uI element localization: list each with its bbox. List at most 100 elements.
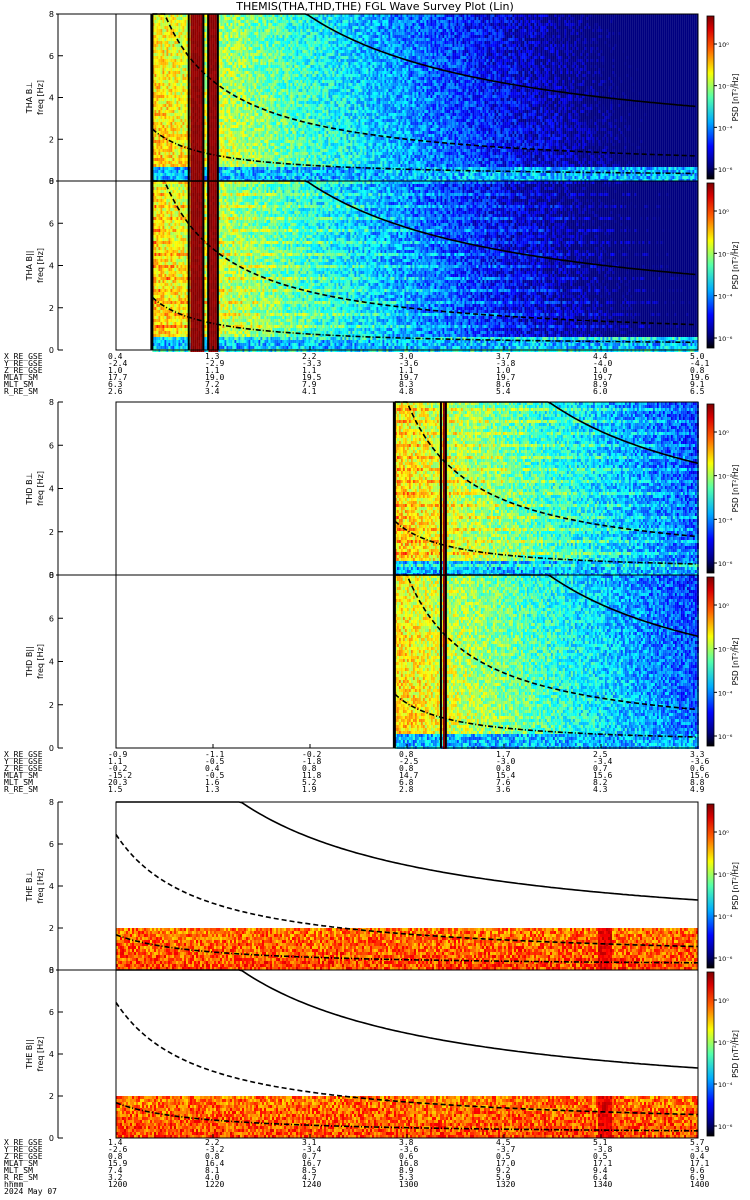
colorbar-tick-label: 10⁰ [718, 429, 729, 437]
gap-edge [440, 402, 442, 575]
freq-axis-label: freq [Hz] [36, 471, 45, 506]
panel-label: THA B⊥ [25, 82, 34, 114]
ephem-value: 1300 [399, 1181, 418, 1189]
freq-tick-label: 6 [49, 441, 54, 450]
spectrogram-cells-6 [116, 1096, 698, 1138]
ephem-value: 6.5 [690, 388, 704, 396]
colorbar-label: PSD [nT²/Hz] [731, 74, 740, 122]
freq-tick-label: 4 [49, 94, 54, 103]
freq-tick-label: 8 [49, 10, 54, 19]
freq-tick-label: 2 [49, 1092, 54, 1101]
freq-tick-label: 8 [49, 177, 54, 186]
colorbar-scale [707, 804, 714, 968]
colorbar-scale [707, 577, 714, 746]
ephem-value: 1320 [496, 1181, 515, 1189]
data-start-edge [150, 14, 153, 181]
colorbar-label: PSD [nT²/Hz] [731, 638, 740, 686]
freq-tick-label: 2 [49, 924, 54, 933]
ephem-value: 4.1 [302, 388, 316, 396]
ephem-value: 4.8 [399, 388, 413, 396]
colorbar-tick-label: 10⁰ [718, 829, 729, 837]
colorbar-label: PSD [nT²/Hz] [731, 465, 740, 513]
gap-edge [445, 402, 447, 575]
ephem-value: 1.5 [108, 786, 122, 794]
colorbar-tick-label: 10⁻⁶ [718, 560, 733, 568]
fce-line [116, 802, 698, 900]
freq-tick-label: 4 [49, 262, 54, 271]
colorbar-scale [707, 183, 714, 348]
colorbar-tick-label: 10⁻⁶ [718, 955, 733, 963]
colorbar-tick-label: 10⁻⁴ [718, 1081, 733, 1089]
ephem-value: 3.4 [205, 388, 219, 396]
freq-axis-2: 0 2 4 6 8 [49, 177, 63, 355]
panel-label: THD B⊥ [25, 472, 34, 505]
freq-tick-label: 2 [49, 701, 54, 710]
colorbar-tick-label: 10⁻⁴ [718, 293, 733, 301]
ephem-value: 1220 [205, 1181, 224, 1189]
ephem-row-label: R_RE_SM [4, 786, 38, 794]
freq-axis-label: freq [Hz] [36, 644, 45, 679]
colorbar-label: PSD [nT²/Hz] [731, 242, 740, 290]
gap-edge [445, 575, 447, 748]
freq-axis-label: freq [Hz] [36, 869, 45, 904]
ephem-value: 1.3 [205, 786, 219, 794]
ephem-value: 2.8 [399, 786, 413, 794]
gap-edge [202, 181, 204, 350]
colorbar-tick-label: 10⁻⁴ [718, 689, 733, 697]
gap-edge [440, 575, 442, 748]
freq-tick-label: 0 [49, 744, 54, 753]
freq-tick-label: 4 [49, 882, 54, 891]
freq-tick-label: 0 [49, 346, 54, 355]
freq-axis-label: freq [Hz] [36, 1037, 45, 1072]
freq-tick-label: 8 [49, 398, 54, 407]
colorbar-tick-label: 10⁻⁴ [718, 516, 733, 524]
gap-edge [188, 14, 190, 181]
ephem-value: 5.4 [496, 388, 510, 396]
plot-date: 2024 May 07 [4, 1188, 57, 1196]
ephem-value: 1240 [302, 1181, 321, 1189]
freq-tick-label: 4 [49, 1050, 54, 1059]
ephem-value: 4.3 [593, 786, 607, 794]
colorbar-tick-label: 10⁻⁶ [718, 1123, 733, 1131]
freq-tick-label: 4 [49, 485, 54, 494]
freq-tick-label: 6 [49, 219, 54, 228]
ephem-value: 1200 [108, 1181, 127, 1189]
colorbar-tick-label: 10⁰ [718, 41, 729, 49]
ephem-value: 3.6 [496, 786, 510, 794]
freq-tick-label: 8 [49, 571, 54, 580]
panel-label: THA B|| [25, 251, 34, 282]
freq-tick-label: 2 [49, 304, 54, 313]
colorbar-label: PSD [nT²/Hz] [731, 1030, 740, 1078]
ephem-value: 6.0 [593, 388, 607, 396]
freq-axis-label: freq [Hz] [36, 248, 45, 283]
ephem-value: 1.9 [302, 786, 316, 794]
gap-edge [207, 14, 209, 181]
fce-line [116, 970, 698, 1068]
colorbar-tick-label: 10⁰ [718, 602, 729, 610]
colorbar-tick-label: 10⁻⁶ [718, 335, 733, 343]
freq-tick-label: 6 [49, 1008, 54, 1017]
freq-axis-label: freq [Hz] [36, 80, 45, 115]
panel-label: THD B|| [25, 646, 34, 677]
colorbar-tick-label: 10⁻⁴ [718, 124, 733, 132]
ephem-value: 2.6 [108, 388, 122, 396]
ephem-value: 1340 [593, 1181, 612, 1189]
colorbar-scale [707, 16, 714, 179]
gap-edge [202, 14, 204, 181]
panel-label: THE B⊥ [25, 870, 34, 902]
freq-tick-label: 2 [49, 528, 54, 537]
freq-tick-label: 6 [49, 840, 54, 849]
